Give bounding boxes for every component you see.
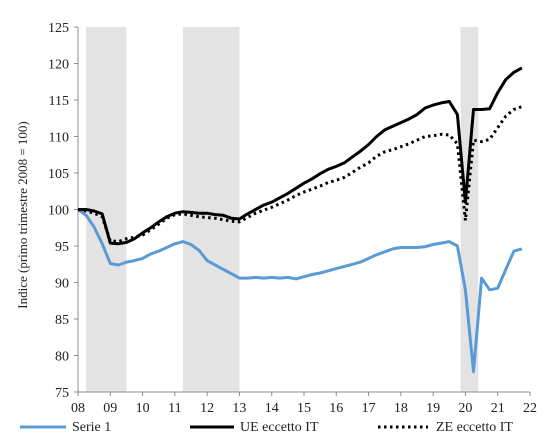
x-tick-label-22: 22 [523,401,537,416]
x-tick-label-09: 09 [103,401,117,416]
legend: Serie 1 UE eccetto IT ZE eccetto IT [20,420,513,435]
x-tick-label-18: 18 [394,401,408,416]
y-tick-label-100: 100 [48,204,69,219]
x-tick-label-20: 20 [458,401,472,416]
x-tick-label-12: 12 [200,401,214,416]
y-tick-label-75: 75 [55,386,69,401]
y-tick-label-115: 115 [49,94,69,109]
y-tick-label-85: 85 [55,313,69,328]
y-tick-label-90: 90 [55,277,69,292]
legend-label-3: ZE eccetto IT [436,420,513,435]
x-tick-label-11: 11 [168,401,181,416]
x-tick-label-21: 21 [491,401,505,416]
y-tick-label-125: 125 [48,21,69,36]
x-tick-label-10: 10 [136,401,150,416]
y-tick-label-120: 120 [48,58,69,73]
series-line-1 [77,208,523,374]
shaded-period-2 [182,27,240,392]
legend-label-1: Serie 1 [72,420,111,435]
x-tick-label-15: 15 [297,401,311,416]
x-tick-label-14: 14 [265,401,279,416]
recession-shading-group [86,27,479,392]
x-tick-label-17: 17 [362,401,376,416]
series-lines-group [77,66,523,374]
y-tick-label-80: 80 [55,350,69,365]
y-axis-label: Indice (primo trimestre 2008 = 100) [15,121,30,308]
y-tick-label-105: 105 [48,167,69,182]
y-tick-label-95: 95 [55,240,69,255]
x-tick-label-16: 16 [329,401,343,416]
x-tick-label-08: 08 [71,401,85,416]
legend-label-2: UE eccetto IT [240,420,319,435]
series-line-2 [78,66,523,246]
series-line-3 [77,105,523,244]
x-tick-labels: 08 09 10 11 12 13 14 15 16 17 18 19 20 21 22 [71,401,537,416]
y-tick-label-110: 110 [49,131,69,146]
x-tick-label-19: 19 [426,401,440,416]
x-tick-label-13: 13 [232,401,246,416]
y-tick-labels: 75 80 85 90 95 100 105 110 115 120 125 [48,21,69,401]
